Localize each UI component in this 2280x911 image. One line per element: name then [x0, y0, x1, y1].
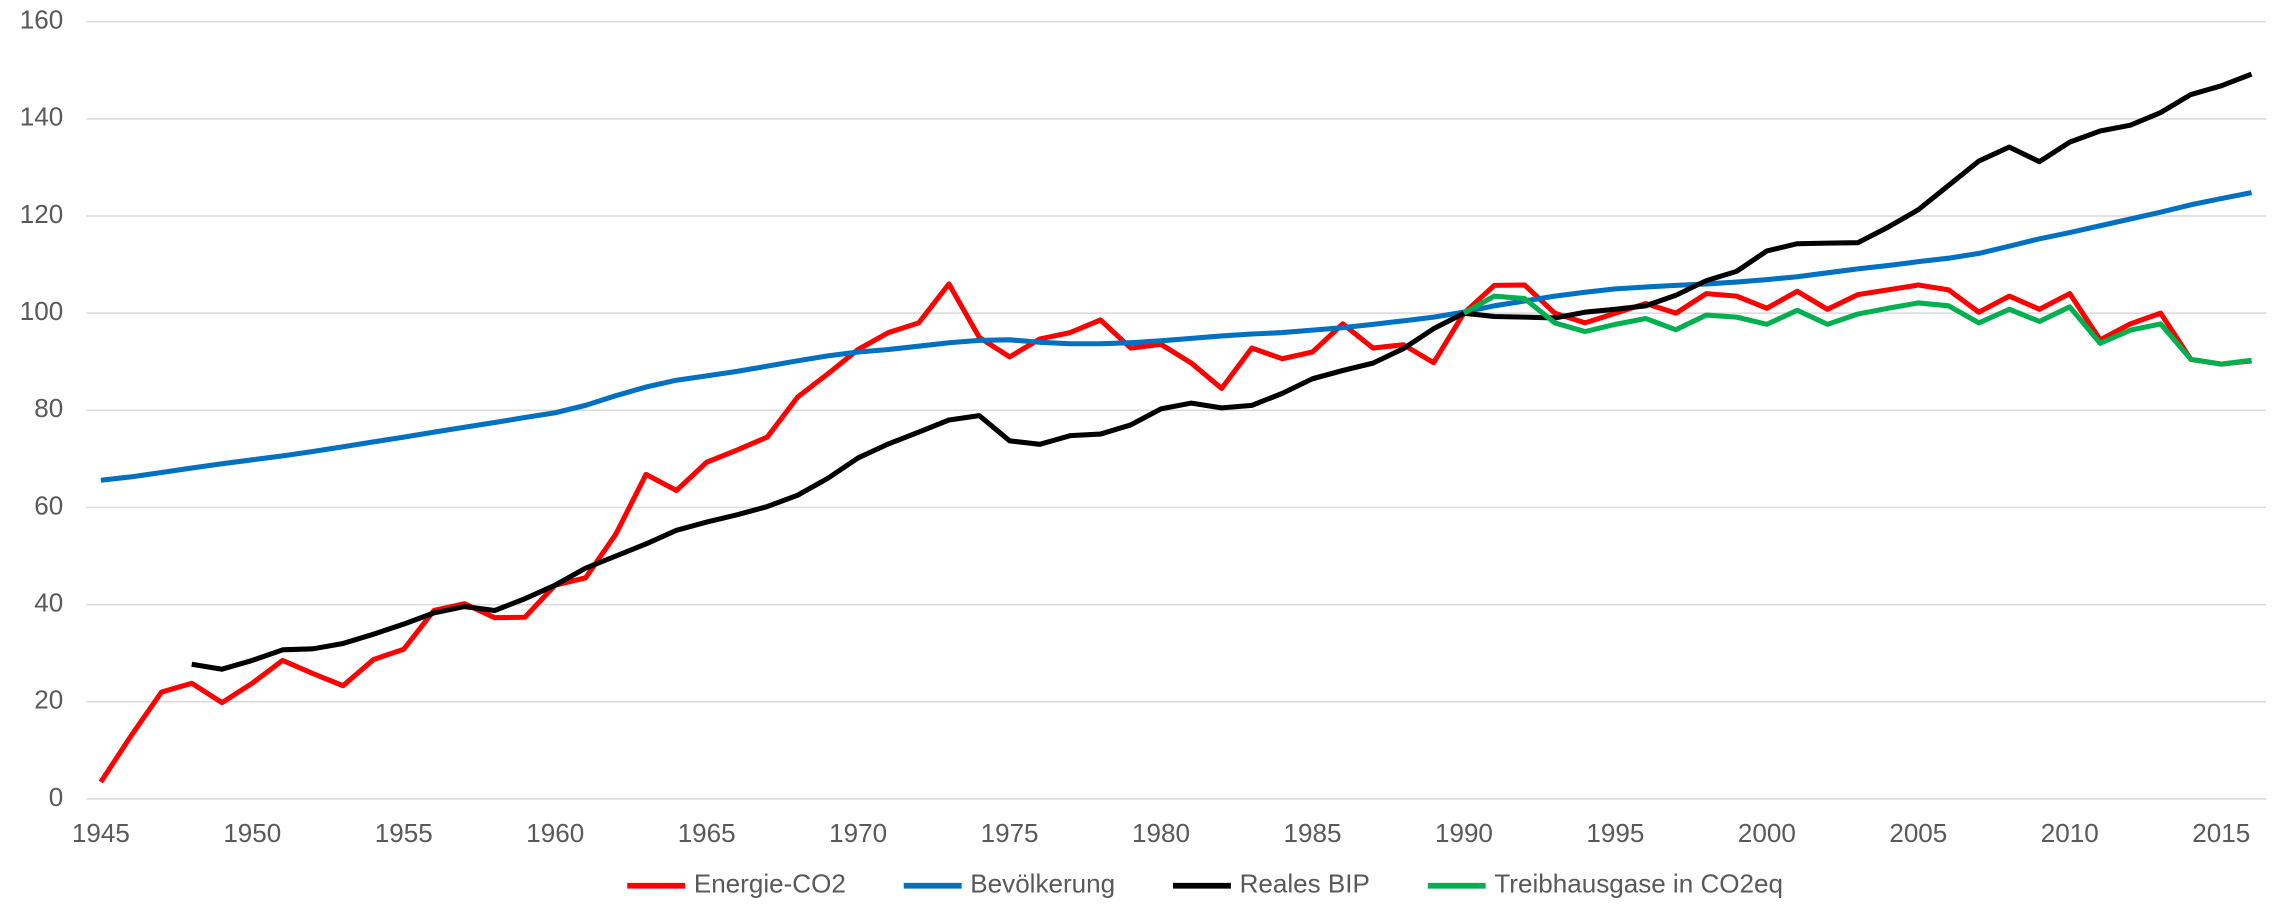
x-tick-label: 1945: [72, 818, 130, 848]
series-line: [100, 190, 2253, 483]
series-line: [191, 71, 2253, 672]
y-tick-label: 20: [34, 685, 63, 715]
x-tick-label: 2005: [1889, 818, 1947, 848]
x-tick-label: 1995: [1586, 818, 1644, 848]
x-tick-label: 2015: [2192, 818, 2250, 848]
x-tick-label: 1970: [829, 818, 887, 848]
x-tick-label: 1955: [375, 818, 433, 848]
legend-label: Energie-CO2: [694, 869, 846, 899]
x-tick-label: 1965: [678, 818, 736, 848]
series-line: [98, 281, 2252, 784]
y-tick-label: 160: [20, 5, 63, 35]
y-tick-label: 80: [34, 393, 63, 423]
y-tick-label: 60: [34, 490, 63, 520]
x-tick-label: 2010: [2041, 818, 2099, 848]
x-tick-label: 1990: [1435, 818, 1493, 848]
y-tick-label: 100: [20, 296, 63, 326]
x-tick-label: 1985: [1284, 818, 1342, 848]
legend-label: Bevölkerung: [970, 869, 1115, 899]
x-tick-label: 1960: [526, 818, 584, 848]
y-tick-label: 120: [20, 199, 63, 229]
x-tick-label: 1975: [981, 818, 1039, 848]
x-tick-label: 2000: [1738, 818, 1796, 848]
y-tick-label: 140: [20, 102, 63, 132]
legend: Energie-CO2 Bevölkerung Reales BIP Treibhau…: [627, 869, 1783, 899]
series-line: [1462, 293, 2252, 367]
x-tick-label: 1980: [1132, 818, 1190, 848]
legend-label: Reales BIP: [1240, 869, 1370, 899]
legend-label: Treibhausgase in CO2eq: [1494, 869, 1783, 899]
y-tick-label: 0: [49, 782, 63, 812]
y-tick-label: 40: [34, 587, 63, 617]
x-tick-label: 1950: [223, 818, 281, 848]
